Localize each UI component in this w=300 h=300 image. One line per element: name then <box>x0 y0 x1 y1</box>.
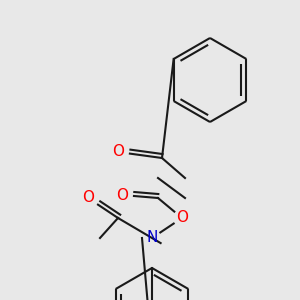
Text: O: O <box>112 145 124 160</box>
Text: O: O <box>176 211 188 226</box>
Text: O: O <box>82 190 94 206</box>
Text: O: O <box>116 188 128 202</box>
Text: N: N <box>146 230 158 245</box>
